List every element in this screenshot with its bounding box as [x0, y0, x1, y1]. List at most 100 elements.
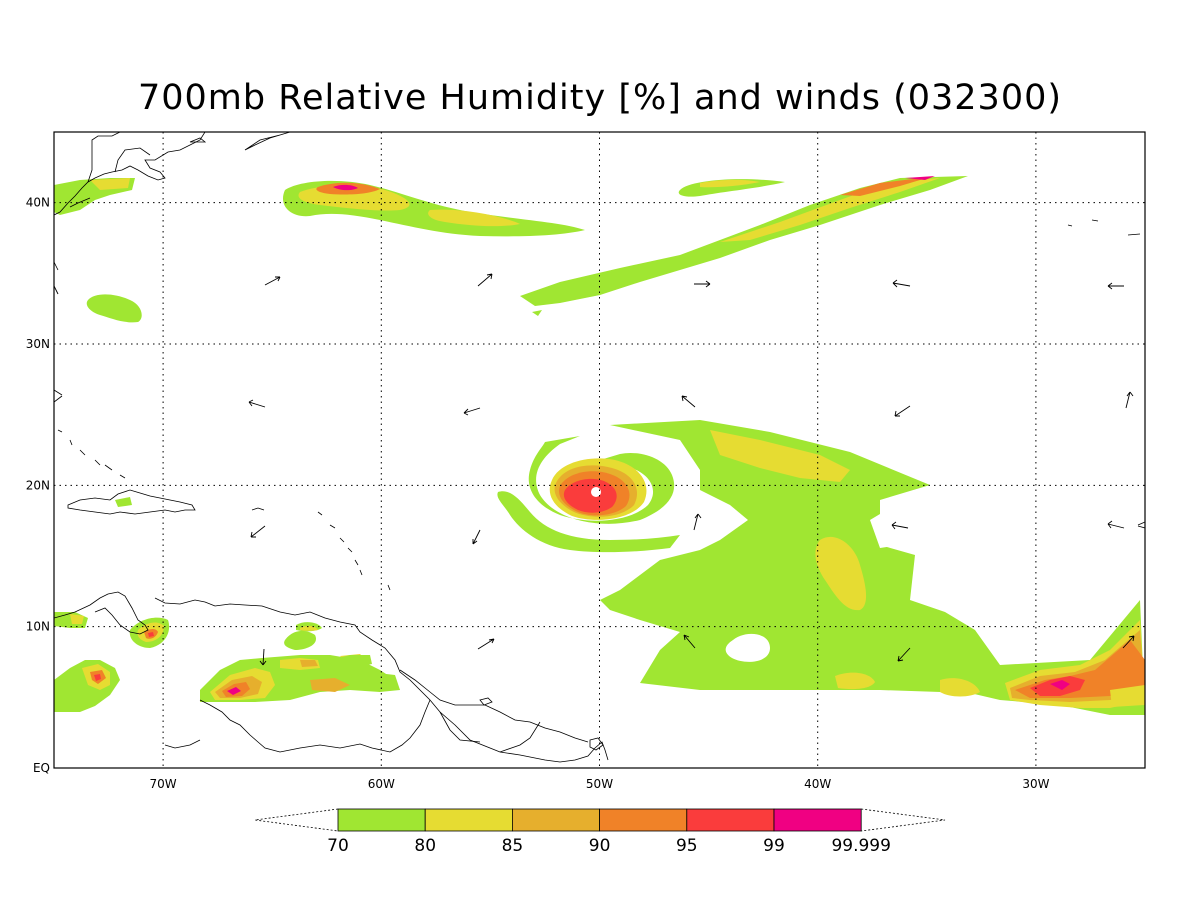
colorbar-swatch — [773, 808, 862, 832]
colorbar-swatch — [512, 808, 601, 832]
rh-region-hispaniola — [115, 497, 132, 507]
rh-region-central-80c — [835, 672, 875, 690]
coast-brazil-border — [439, 711, 541, 753]
wind-arrow — [1107, 282, 1124, 290]
rh-region-panama-80 — [70, 614, 84, 624]
map-frame — [53, 131, 1146, 769]
colorbar-label: 95 — [676, 836, 698, 856]
rh-band-west-40n-80b — [428, 209, 520, 227]
rh-region-central-80b — [815, 536, 867, 611]
rh-storm-eye — [591, 487, 601, 497]
rh-band-west-40n-99 — [333, 184, 358, 191]
coast-yucatan — [154, 597, 609, 763]
coast-inland — [114, 147, 151, 173]
coast-colombia-inland — [164, 739, 201, 749]
coast-puerto-rico — [251, 507, 265, 511]
coast-central-america — [54, 591, 149, 635]
wind-arrow — [897, 647, 911, 662]
wind-arrow — [1125, 391, 1134, 409]
wind-arrow — [250, 525, 266, 538]
lon-tick-label: 40W — [804, 777, 831, 791]
coast-florida — [54, 389, 63, 396]
wind-arrow — [472, 529, 481, 545]
wind-arrow — [54, 285, 59, 295]
colorbar-label: 80 — [414, 836, 436, 856]
coast-cape-verde — [1137, 521, 1145, 526]
wind-arrow — [259, 648, 267, 666]
colorbar-label: 70 — [327, 836, 349, 856]
wind-arrow — [54, 395, 63, 403]
coast-long-island — [69, 197, 91, 208]
coast-north-america — [54, 132, 206, 216]
rh-spiral-outer — [528, 436, 675, 524]
colorbar: 70 80 85 90 95 99 99.999 — [254, 808, 946, 856]
wind-arrow — [463, 407, 481, 416]
wind-arrow — [1107, 520, 1125, 529]
rh-region-east-atlantic-99 — [1050, 680, 1070, 690]
rh-spiral-arm — [497, 491, 680, 553]
colorbar-label: 99 — [763, 836, 785, 856]
gridlines — [54, 132, 1145, 768]
rh-hole-2 — [870, 508, 905, 548]
coast-lesser-antilles — [317, 511, 391, 591]
rh-region-central-80d — [940, 678, 980, 697]
wind-arrow — [694, 280, 711, 288]
colorbar-label: 90 — [589, 836, 611, 856]
wind-arrow — [248, 399, 266, 408]
wind-arrow — [681, 395, 696, 408]
coast-guiana — [399, 669, 589, 743]
coast-newfoundland — [244, 132, 291, 151]
colorbar-label: 99.999 — [831, 836, 890, 856]
rh-region-caribbean-north — [284, 630, 316, 650]
coast-amazon-mouth — [589, 737, 604, 751]
wind-arrow — [477, 273, 493, 287]
rh-region-caribbean-mid — [310, 678, 350, 692]
lon-tick-label: 30W — [1022, 777, 1049, 791]
humidity-shading — [54, 176, 1145, 715]
rh-region-new-england-80 — [90, 178, 130, 190]
colorbar-label: 85 — [502, 836, 524, 856]
rh-speck-1 — [532, 310, 542, 316]
coast-hispaniola — [67, 489, 196, 515]
rh-region-venezuela-coast — [350, 672, 400, 690]
coastlines — [54, 132, 1145, 763]
wind-arrow — [892, 279, 911, 288]
rh-band-small-north-80 — [700, 179, 760, 188]
rh-region-bermuda-west — [86, 294, 142, 323]
colorbar-swatch — [599, 808, 688, 832]
coast-venezuela-inland — [199, 699, 431, 753]
rh-region-caribbean-south-99 — [227, 687, 241, 695]
rh-region-caribbean-mid5 — [330, 655, 372, 668]
coast-azores — [1067, 219, 1141, 236]
coast-trinidad — [479, 697, 493, 706]
wind-arrow — [894, 405, 911, 417]
rh-spiral-core-95 — [563, 478, 617, 513]
colorbar-swatch — [337, 808, 426, 832]
rh-region-caribbean-mid3 — [300, 660, 318, 667]
wind-arrow — [1122, 635, 1135, 649]
colorbar-swatch — [424, 808, 513, 832]
wind-arrow — [683, 634, 696, 649]
rh-band-northeast-90 — [840, 177, 930, 196]
wind-arrow — [891, 521, 909, 530]
coast-carolinas — [54, 261, 59, 271]
lon-tick-label: 50W — [586, 777, 613, 791]
coast-nova-scotia — [189, 137, 207, 143]
rh-region-east-atlantic-80b — [1110, 685, 1145, 707]
colorbar-swatch — [686, 808, 775, 832]
rh-region-central-80a — [710, 430, 850, 482]
rh-region-colombia-95 — [94, 674, 101, 681]
lat-tick-label: 10N — [26, 620, 50, 634]
map-title: 700mb Relative Humidity [%] and winds (0… — [137, 78, 1063, 118]
wind-arrow — [1137, 525, 1145, 529]
colorbar-extension-low — [254, 808, 339, 832]
lat-tick-label: EQ — [33, 761, 50, 775]
wind-arrow — [477, 638, 495, 650]
rh-band-northeast-99 — [905, 176, 935, 180]
lat-tick-label: 40N — [26, 196, 50, 210]
wind-arrow — [264, 276, 281, 286]
lon-tick-label: 70W — [150, 777, 177, 791]
coast-bahamas — [57, 429, 126, 479]
rh-band-northeast-80 — [720, 178, 940, 242]
